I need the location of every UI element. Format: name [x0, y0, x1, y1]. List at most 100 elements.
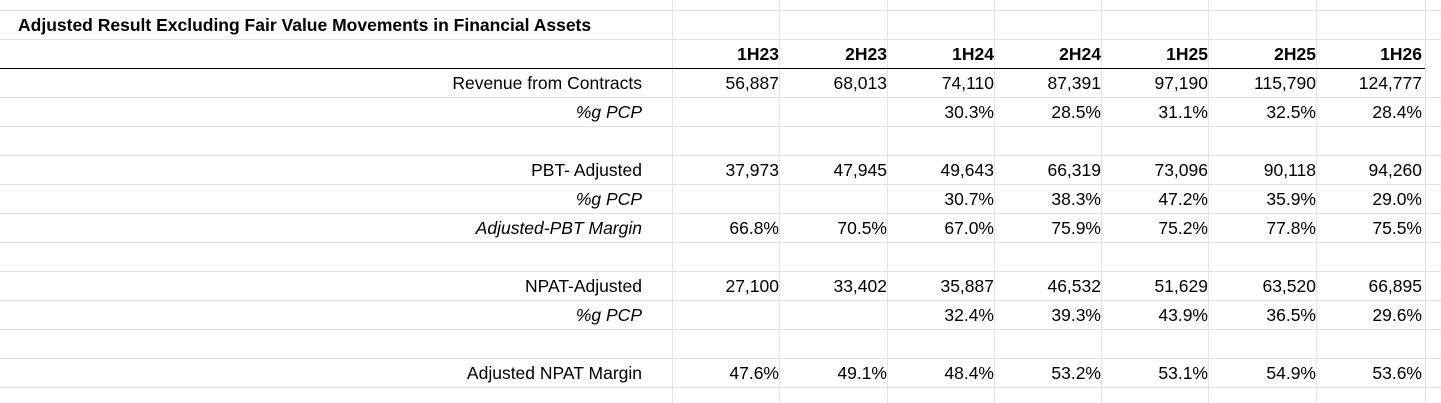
data-cell[interactable]	[779, 185, 891, 214]
data-cell[interactable]: 30.3%	[944, 102, 994, 122]
data-cell[interactable]: 53.6%	[1372, 363, 1422, 383]
data-cell[interactable]	[779, 243, 891, 272]
column-header[interactable]: 2H23	[845, 44, 887, 64]
column-header[interactable]: 1H25	[1166, 44, 1208, 64]
data-cell[interactable]	[994, 243, 1105, 272]
column-header[interactable]: 1H23	[737, 44, 779, 64]
data-cell[interactable]	[994, 330, 1105, 359]
data-cell[interactable]: 29.0%	[1372, 189, 1422, 209]
data-cell[interactable]: 56,887	[725, 73, 779, 93]
data-cell[interactable]: 48.4%	[944, 363, 994, 383]
data-cell[interactable]: 49,643	[940, 160, 994, 180]
gridline-horizontal	[0, 271, 1441, 272]
data-cell[interactable]: 30.7%	[944, 189, 994, 209]
data-cell[interactable]	[1316, 127, 1426, 156]
data-cell[interactable]: 47.6%	[729, 363, 779, 383]
data-cell[interactable]	[779, 301, 891, 330]
data-cell[interactable]	[887, 243, 998, 272]
data-cell[interactable]: 37,973	[725, 160, 779, 180]
data-cell[interactable]: 53.1%	[1158, 363, 1208, 383]
data-cell[interactable]: 47.2%	[1158, 189, 1208, 209]
data-cell[interactable]: 33,402	[833, 276, 887, 296]
gridline-vertical	[1208, 0, 1209, 403]
data-cell[interactable]	[1208, 243, 1320, 272]
data-cell[interactable]: 31.1%	[1158, 102, 1208, 122]
column-header[interactable]: 1H26	[1380, 44, 1422, 64]
data-cell[interactable]: 54.9%	[1266, 363, 1316, 383]
column-header[interactable]: 2H25	[1274, 44, 1316, 64]
data-cell[interactable]: 75.5%	[1372, 218, 1422, 238]
data-cell[interactable]: 46,532	[1047, 276, 1101, 296]
data-cell[interactable]: 90,118	[1263, 160, 1316, 180]
data-cell[interactable]	[887, 127, 998, 156]
data-cell[interactable]: 51,629	[1154, 276, 1208, 296]
data-cell[interactable]	[779, 127, 891, 156]
data-cell[interactable]: 75.2%	[1158, 218, 1208, 238]
data-cell[interactable]: 68,013	[833, 73, 887, 93]
gridline-vertical	[1101, 0, 1102, 403]
row-label[interactable]: PBT- Adjusted	[531, 160, 642, 180]
data-cell[interactable]: 66,895	[1368, 276, 1422, 296]
data-cell[interactable]: 77.8%	[1266, 218, 1316, 238]
data-cell[interactable]: 124,777	[1358, 73, 1422, 93]
data-cell[interactable]: 28.4%	[1372, 102, 1422, 122]
data-cell[interactable]	[1101, 330, 1212, 359]
data-cell[interactable]	[1316, 243, 1426, 272]
data-cell[interactable]: 73,096	[1154, 160, 1208, 180]
row-label[interactable]: Adjusted NPAT Margin	[466, 363, 642, 383]
data-cell[interactable]: 67.0%	[944, 218, 994, 238]
data-cell[interactable]: 53.2%	[1051, 363, 1101, 383]
row-label[interactable]: Revenue from Contracts	[452, 73, 642, 93]
data-cell[interactable]: 63,520	[1262, 276, 1316, 296]
data-cell[interactable]	[672, 98, 783, 127]
data-cell[interactable]	[672, 330, 783, 359]
column-header[interactable]: 1H24	[952, 44, 994, 64]
row-label[interactable]	[0, 127, 646, 156]
data-cell[interactable]: 43.9%	[1158, 305, 1208, 325]
data-cell[interactable]	[672, 301, 783, 330]
column-header[interactable]: 2H24	[1059, 44, 1101, 64]
data-cell[interactable]: 28.5%	[1051, 102, 1101, 122]
data-cell[interactable]: 35,887	[940, 276, 994, 296]
data-cell[interactable]	[887, 330, 998, 359]
data-cell[interactable]	[672, 127, 783, 156]
data-cell[interactable]: 87,391	[1047, 73, 1101, 93]
row-label[interactable]: %g PCP	[575, 189, 642, 209]
gridline-horizontal	[0, 213, 1441, 214]
data-cell[interactable]: 47,945	[833, 160, 887, 180]
data-cell[interactable]: 32.5%	[1266, 102, 1316, 122]
row-label[interactable]	[0, 243, 646, 272]
data-cell[interactable]: 66.8%	[729, 218, 779, 238]
data-cell[interactable]: 32.4%	[944, 305, 994, 325]
data-cell[interactable]	[994, 127, 1105, 156]
data-cell[interactable]	[1101, 243, 1212, 272]
row-label[interactable]: %g PCP	[575, 102, 642, 122]
data-cell[interactable]: 74,110	[941, 73, 994, 93]
data-cell[interactable]	[779, 98, 891, 127]
data-cell[interactable]: 38.3%	[1051, 189, 1101, 209]
data-cell[interactable]: 75.9%	[1051, 218, 1101, 238]
data-cell[interactable]: 27,100	[725, 276, 779, 296]
data-cell[interactable]: 29.6%	[1372, 305, 1422, 325]
data-cell[interactable]: 49.1%	[837, 363, 887, 383]
data-cell[interactable]: 115,790	[1254, 73, 1316, 93]
row-label[interactable]: %g PCP	[575, 305, 642, 325]
data-cell[interactable]	[1208, 127, 1320, 156]
row-label[interactable]: Adjusted-PBT Margin	[475, 218, 642, 238]
data-cell[interactable]	[1316, 330, 1426, 359]
data-cell[interactable]: 97,190	[1154, 73, 1208, 93]
sheet-title[interactable]: Adjusted Result Excluding Fair Value Mov…	[18, 15, 592, 35]
data-cell[interactable]: 94,260	[1368, 160, 1422, 180]
data-cell[interactable]	[1208, 330, 1320, 359]
data-cell[interactable]: 70.5%	[837, 218, 887, 238]
data-cell[interactable]	[1101, 127, 1212, 156]
data-cell[interactable]: 66,319	[1047, 160, 1101, 180]
data-cell[interactable]: 36.5%	[1266, 305, 1316, 325]
data-cell[interactable]	[672, 243, 783, 272]
data-cell[interactable]	[672, 185, 783, 214]
data-cell[interactable]	[779, 330, 891, 359]
row-label[interactable]	[0, 330, 646, 359]
data-cell[interactable]: 39.3%	[1051, 305, 1101, 325]
row-label[interactable]: NPAT-Adjusted	[524, 276, 642, 296]
data-cell[interactable]: 35.9%	[1266, 189, 1316, 209]
